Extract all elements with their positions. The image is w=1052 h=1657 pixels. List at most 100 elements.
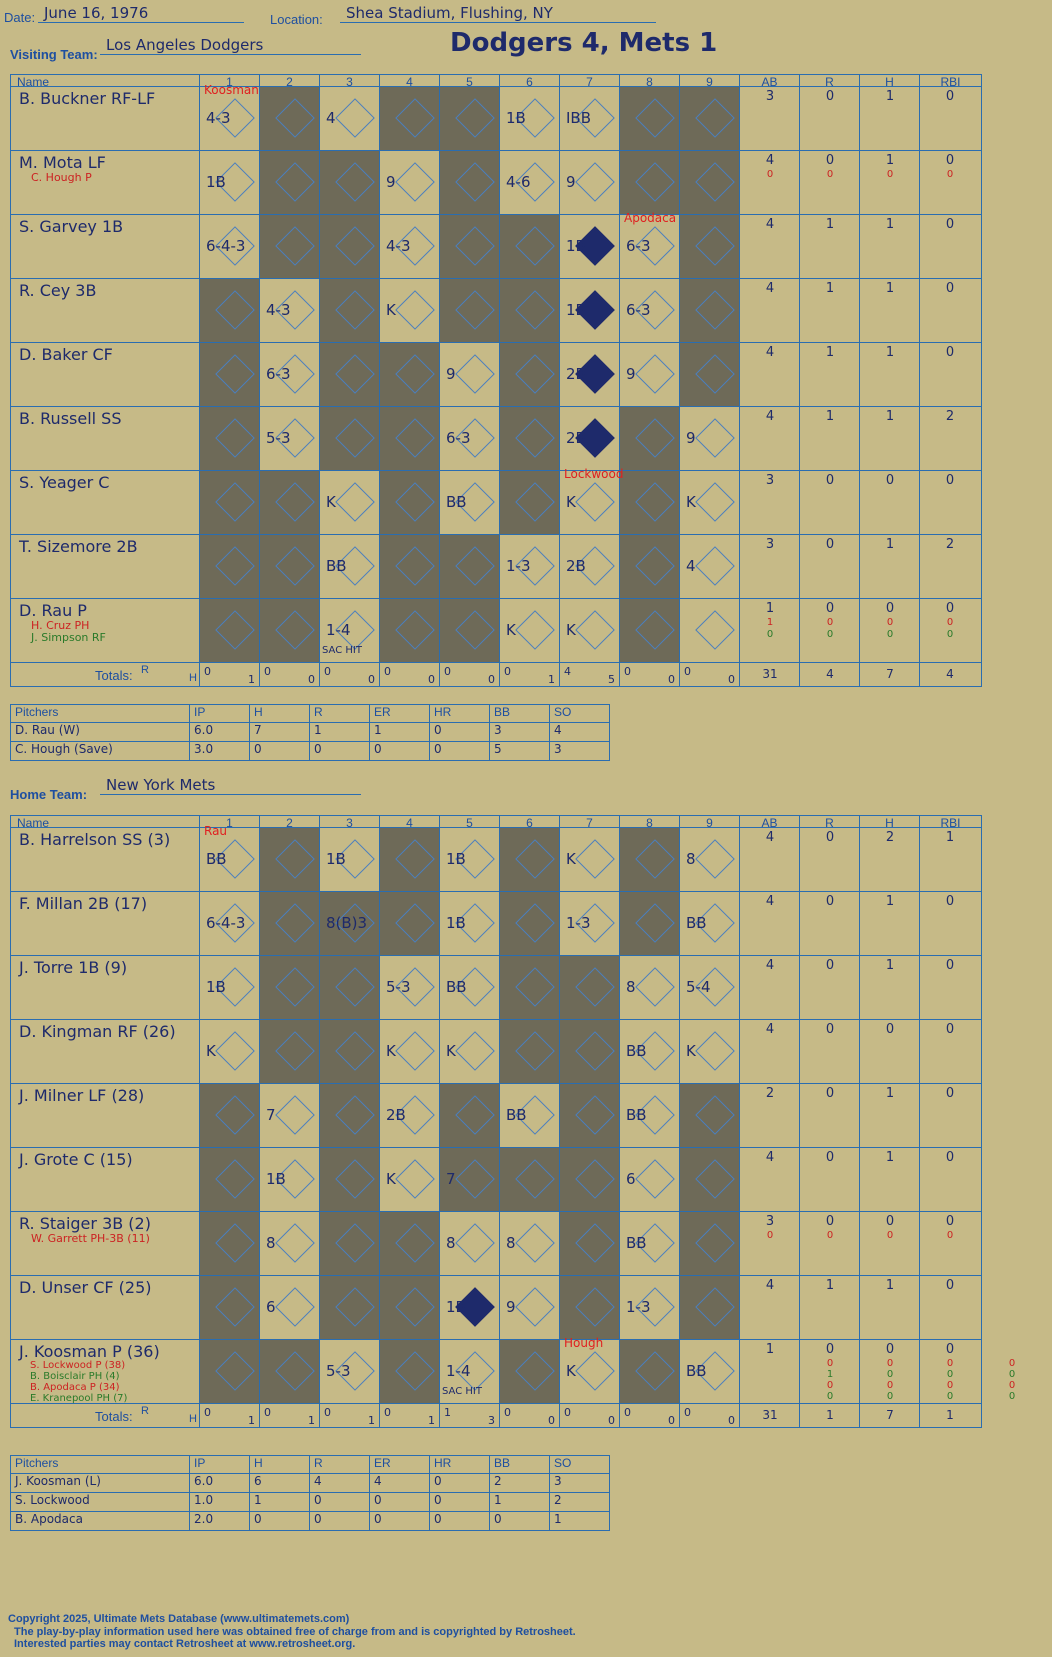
stat-value-ab: 3 [765,473,775,488]
play-result: 1B [326,850,346,868]
player-name: B. Russell SS [19,409,122,428]
pitching-header-so: SO [550,704,610,723]
stat-value-r: 0 [825,153,835,168]
column-header-ab: AB [740,815,800,830]
inning-cell: 8 [260,1212,320,1276]
inning-runs: 0 [324,1406,331,1419]
inning-cell [680,151,740,215]
inning-cell: 9 [440,343,500,407]
stat-cell-rbi: 0 [920,1084,982,1148]
column-header-7: 7 [560,815,620,830]
inning-cell [500,1148,560,1212]
pitching-stat: 1 [490,1493,550,1512]
inning-cell: 6-3 [260,343,320,407]
base-diamond [395,1031,435,1071]
base-diamond [335,1095,375,1135]
column-header-rbi: RBI [920,815,982,830]
inning-cell: BB [200,828,260,892]
stat-value-ab: 1 [765,601,775,616]
totals-label-cell: Totals: R H [10,663,200,687]
stat-cell-r: 1 [800,343,860,407]
date-label: Date: [4,10,36,25]
inning-cell: BB [320,535,380,599]
play-result: BB [506,1106,527,1124]
stat-cell-rbi: 0 [920,892,982,956]
player-name: S. Garvey 1B [19,217,124,236]
player-name: D. Rau P [19,601,87,620]
player-name-cell: D. Kingman RF (26) [10,1020,200,1084]
player-name: B. Buckner RF-LF [19,89,156,108]
play-result: 1B [206,173,226,191]
play-result: K [686,1042,696,1060]
base-diamond [395,290,435,330]
pitching-header-er: ER [370,704,430,723]
pitcher-name: S. Lockwood [10,1493,190,1512]
play-result: 4-3 [206,109,231,127]
inning-runs: 0 [684,1406,691,1419]
inning-cell [500,471,560,535]
stat-value-ab: 4 [765,1278,775,1293]
game-title: Dodgers 4, Mets 1 [450,28,718,58]
play-result: 6 [626,1170,636,1188]
stat-cell-h: 1 [860,343,920,407]
play-result: 4 [686,557,696,575]
column-header-6: 6 [500,815,560,830]
inning-hits: 1 [548,673,555,686]
play-result: 6-3 [626,237,651,255]
stat-value-h: 1 [885,1150,895,1165]
column-header-8: 8 [620,815,680,830]
inning-cell [320,151,380,215]
stat-cell-rbi: 0 [920,1148,982,1212]
pitching-stat: 3 [550,742,610,761]
inning-hits: 0 [368,673,375,686]
inning-runs: 0 [624,665,631,678]
totals-r-label: R [141,1405,149,1417]
inning-runs: 0 [504,1406,511,1419]
base-diamond [695,1095,735,1135]
inning-cell: 6 [260,1276,320,1340]
pitcher-name: B. Apodaca [10,1512,190,1531]
base-diamond [515,1351,555,1391]
stat-cell-h: 0 [860,1020,920,1084]
pitching-stat: 0 [310,1512,370,1531]
inning-cell [260,599,320,663]
play-result: 8 [626,978,636,996]
pitching-stat: 6.0 [190,723,250,742]
stat-cell-h: 1 [860,1276,920,1340]
substitute-name: E. Kranepool PH (7) [30,1393,128,1404]
stat-value-r: 0 [825,1150,835,1165]
stat-value-ab: 4 [765,958,775,973]
base-diamond [335,290,375,330]
stat-value-ab: 3 [765,89,775,104]
inning-cell [320,1084,380,1148]
inning-hits: 1 [368,1414,375,1427]
inning-cell [320,407,380,471]
stat-value-h: 1 [885,281,895,296]
player-name: J. Grote C (15) [19,1150,133,1169]
stat-value-h: 1 [885,345,895,360]
inning-cell: 2B [560,343,620,407]
inning-cell: K [680,471,740,535]
base-diamond [275,482,315,522]
stat-cell-r: 1 [800,1276,860,1340]
base-diamond [335,418,375,458]
column-header-1: 1 [200,815,260,830]
pitcher-name: J. Koosman (L) [10,1474,190,1493]
stat-cell-h: 1 [860,407,920,471]
play-result: 8 [446,1234,456,1252]
play-result: K [566,493,576,511]
base-diamond [575,162,615,202]
inning-cell: 4 [320,87,380,151]
inning-cell: BB [680,1340,740,1404]
inning-hits: 0 [668,1414,675,1427]
player-name-cell: R. Cey 3B [10,279,200,343]
inning-cell [440,151,500,215]
pitching-header-pitchers: Pitchers [10,704,190,723]
base-diamond [455,226,495,266]
play-result: 6-4-3 [206,237,246,255]
